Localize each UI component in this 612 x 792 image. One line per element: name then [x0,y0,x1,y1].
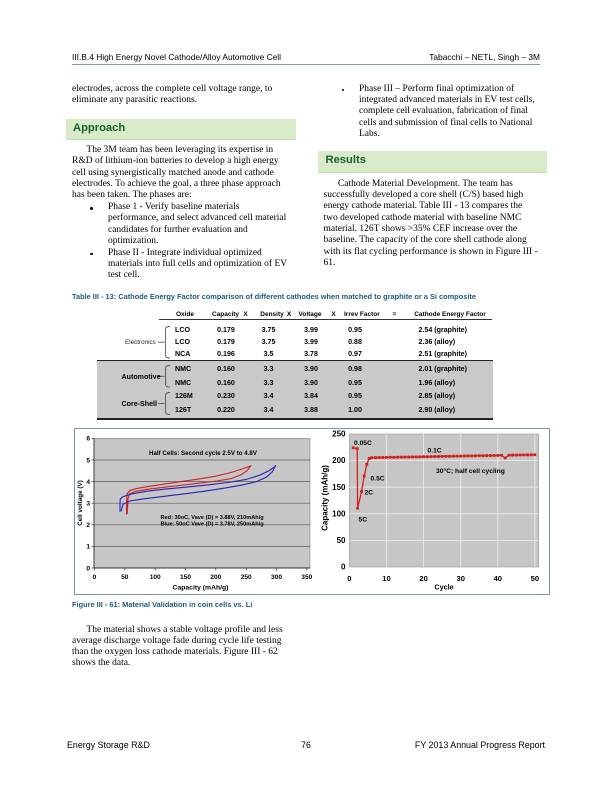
svg-text:250: 250 [332,430,346,439]
svg-text:10: 10 [382,574,390,583]
svg-text:30°C; half cell cycling: 30°C; half cell cycling [436,467,505,475]
svg-text:150: 150 [180,574,191,581]
svg-text:Cell voltage (V): Cell voltage (V) [77,480,84,526]
svg-text:0: 0 [93,574,97,581]
svg-text:200: 200 [210,574,221,581]
svg-text:100: 100 [332,509,346,518]
svg-text:20: 20 [419,574,427,583]
svg-text:0.05C: 0.05C [354,440,372,447]
svg-text:6: 6 [86,436,90,443]
svg-text:0: 0 [347,574,351,583]
svg-text:0.5C: 0.5C [371,476,385,483]
svg-text:50: 50 [531,574,539,583]
svg-text:40: 40 [494,574,502,583]
svg-text:30: 30 [456,574,464,583]
svg-text:0.1C: 0.1C [428,448,442,455]
svg-text:Red: 30oC, Vave (D) = 3.88V, 2: Red: 30oC, Vave (D) = 3.88V, 210mAh/g [161,515,265,521]
svg-text:Blue: 50oC Vave (D) = 3.78V, 2: Blue: 50oC Vave (D) = 3.78V, 250mAh/g [161,522,265,528]
svg-text:Capacity (mAh/g): Capacity (mAh/g) [173,585,229,592]
svg-text:5: 5 [86,457,90,464]
svg-text:300: 300 [271,574,282,581]
svg-text:250: 250 [241,574,252,581]
svg-text:Capacity (mAh/g): Capacity (mAh/g) [321,465,330,531]
svg-text:1: 1 [86,544,90,551]
svg-text:100: 100 [150,574,161,581]
svg-text:2C: 2C [365,489,374,496]
svg-text:4: 4 [86,479,90,486]
svg-text:Half Cells: Second cycle 2.5V: Half Cells: Second cycle 2.5V to 4.8V [149,450,258,457]
svg-text:350: 350 [301,574,312,581]
svg-text:3: 3 [86,501,90,508]
svg-text:5C: 5C [359,517,368,524]
svg-text:0: 0 [86,565,90,572]
svg-text:0: 0 [341,563,346,572]
svg-text:150: 150 [332,483,346,492]
svg-text:200: 200 [332,456,346,465]
svg-text:50: 50 [337,536,346,545]
svg-text:50: 50 [121,574,129,581]
svg-text:2: 2 [86,522,90,529]
svg-text:Cycle: Cycle [434,583,453,592]
